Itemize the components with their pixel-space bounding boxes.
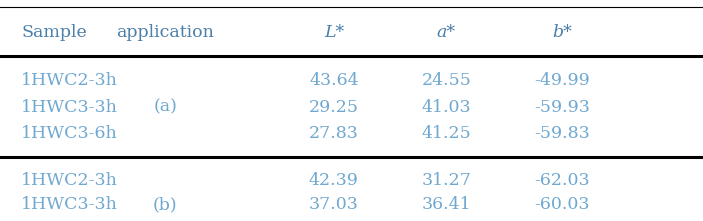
Text: 36.41: 36.41 — [422, 196, 471, 213]
Text: 1HWC3-6h: 1HWC3-6h — [21, 125, 118, 142]
Text: 1HWC3-3h: 1HWC3-3h — [21, 99, 118, 116]
Text: (a): (a) — [153, 99, 177, 116]
Text: 1HWC3-3h: 1HWC3-3h — [21, 196, 118, 213]
Text: -59.93: -59.93 — [534, 99, 591, 116]
Text: a*: a* — [437, 24, 456, 40]
Text: 29.25: 29.25 — [309, 99, 359, 116]
Text: 31.27: 31.27 — [422, 172, 471, 189]
Text: 41.03: 41.03 — [422, 99, 471, 116]
Text: 27.83: 27.83 — [309, 125, 359, 142]
Text: 1HWC2-3h: 1HWC2-3h — [21, 72, 118, 89]
Text: Sample: Sample — [21, 24, 87, 40]
Text: 41.25: 41.25 — [422, 125, 471, 142]
Text: -60.03: -60.03 — [535, 196, 590, 213]
Text: 37.03: 37.03 — [309, 196, 359, 213]
Text: 42.39: 42.39 — [309, 172, 359, 189]
Text: b*: b* — [553, 24, 572, 40]
Text: -62.03: -62.03 — [534, 172, 591, 189]
Text: 24.55: 24.55 — [422, 72, 471, 89]
Text: (b): (b) — [153, 196, 178, 213]
Text: 1HWC2-3h: 1HWC2-3h — [21, 172, 118, 189]
Text: 43.64: 43.64 — [309, 72, 359, 89]
Text: -49.99: -49.99 — [534, 72, 591, 89]
Text: application: application — [116, 24, 214, 40]
Text: -59.83: -59.83 — [534, 125, 591, 142]
Text: L*: L* — [324, 24, 344, 40]
